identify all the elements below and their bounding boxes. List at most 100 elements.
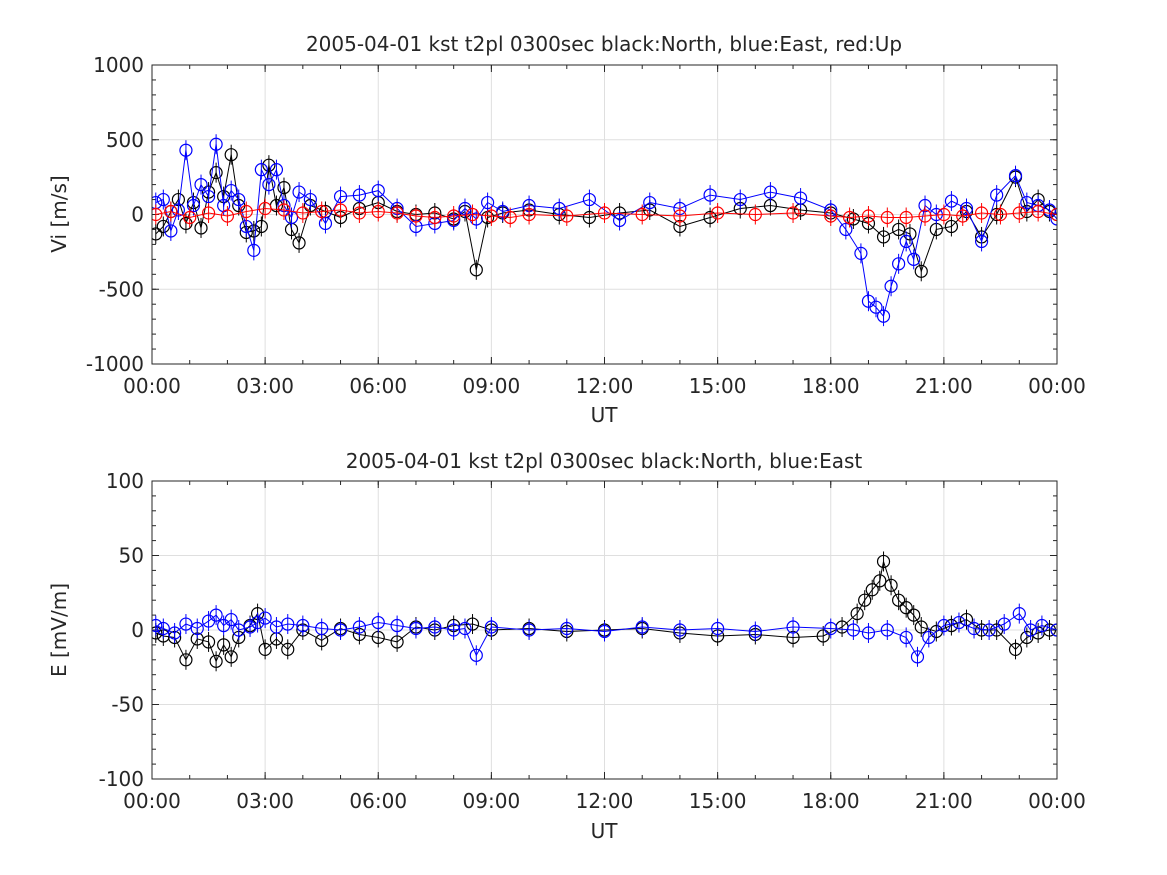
velocity-east-data-point	[292, 185, 306, 199]
velocity-up-data-point	[899, 210, 913, 225]
velocity-up-data-point	[239, 204, 253, 219]
electric-field-y-tick-label: 50	[119, 544, 144, 568]
velocity-north-data-point	[703, 210, 717, 225]
velocity-panel: 2005-04-01 kst t2pl 0300sec black:North,…	[47, 32, 1086, 427]
velocity-east-data-point	[171, 203, 185, 217]
electric-field-north-data-point	[1020, 630, 1034, 645]
electric-field-x-tick-label: 00:00	[1028, 789, 1086, 813]
velocity-east-data-point	[763, 185, 778, 199]
velocity-north-data-point	[944, 219, 959, 234]
velocity-x-tick-label: 00:00	[1028, 374, 1086, 398]
velocity-x-tick-label: 15:00	[689, 374, 747, 398]
electric-field-north-data-point	[816, 629, 830, 643]
electric-field-north-data-point	[899, 601, 913, 615]
velocity-up-data-point	[428, 210, 442, 225]
velocity-up-data-point	[296, 206, 310, 220]
velocity-x-axis-label: UT	[591, 403, 619, 427]
velocity-east-data-point	[733, 192, 747, 207]
velocity-east-data-point	[318, 216, 333, 231]
electric-field-north-data-point	[1008, 642, 1023, 656]
velocity-x-tick-label: 09:00	[463, 374, 521, 398]
velocity-up-data-point	[465, 207, 480, 222]
electric-field-east-data-point	[899, 630, 913, 645]
velocity-east-data-point	[156, 192, 170, 207]
electric-field-north-data-point	[217, 638, 231, 652]
velocity-east-data-point	[1008, 169, 1023, 183]
velocity-north-data-point	[194, 221, 208, 235]
velocity-north-data-point	[903, 227, 917, 241]
electric-field-north-data-point	[876, 554, 891, 569]
velocity-up-data-point	[635, 207, 649, 222]
velocity-up-data-point	[1031, 204, 1045, 219]
electric-field-north-data-point	[892, 593, 906, 607]
velocity-x-tick-label: 12:00	[576, 374, 634, 398]
electric-field-north-data-point	[873, 574, 887, 588]
velocity-north-data-point	[277, 180, 291, 195]
velocity-data-area	[152, 134, 1057, 327]
velocity-up-data-point	[843, 210, 857, 225]
velocity-east-data-point	[854, 246, 868, 260]
electric-field-east-data-point	[209, 608, 223, 622]
electric-field-east-data-point	[352, 620, 366, 634]
velocity-up-data-point	[333, 203, 348, 217]
velocity-east-data-point	[262, 178, 276, 192]
velocity-x-tick-label: 06:00	[349, 374, 407, 398]
electric-field-east-data-point	[469, 648, 483, 662]
velocity-east-data-point	[186, 198, 201, 213]
velocity-up-data-point	[560, 209, 574, 223]
electric-field-east-data-point	[967, 621, 981, 636]
velocity-north-data-point	[914, 264, 928, 278]
electric-field-chart-title: 2005-04-01 kst t2pl 0300sec black:North,…	[346, 449, 863, 473]
velocity-y-tick-label: -1000	[86, 352, 144, 376]
velocity-up-data-point	[352, 206, 366, 220]
velocity-north-data-point	[262, 158, 276, 172]
velocity-east-data-point	[352, 188, 366, 202]
electric-field-east-data-point	[1050, 623, 1057, 637]
electric-field-east-data-point	[152, 618, 163, 633]
electric-field-east-data-point	[243, 620, 257, 634]
velocity-up-data-point	[201, 206, 216, 220]
velocity-up-data-point	[371, 204, 385, 219]
velocity-up-data-point	[390, 206, 404, 220]
velocity-east-data-point	[839, 222, 853, 237]
velocity-east-data-point	[959, 201, 974, 216]
velocity-y-tick-label: 0	[131, 203, 144, 227]
electric-field-north-data-point	[258, 642, 272, 656]
velocity-up-data-point	[152, 207, 163, 222]
velocity-up-data-point	[220, 209, 235, 223]
velocity-north-data-point	[876, 230, 891, 244]
velocity-up-data-point	[597, 206, 612, 220]
electric-field-north-data-point	[224, 650, 238, 664]
velocity-up-data-point	[937, 207, 951, 222]
electric-field-north-data-point	[201, 635, 216, 649]
electric-field-east-data-point	[250, 615, 265, 630]
electric-field-east-data-point	[824, 621, 838, 636]
velocity-up-data-point	[711, 206, 725, 220]
electric-field-north-data-point	[281, 642, 295, 656]
velocity-north-data-point	[292, 236, 306, 250]
velocity-up-data-point	[258, 201, 272, 216]
electric-field-north-data-point	[914, 620, 928, 634]
velocity-up-data-point	[974, 206, 989, 220]
velocity-north-data-point	[224, 148, 238, 162]
electric-field-east-data-point	[522, 623, 536, 637]
velocity-east-data-point	[194, 178, 208, 192]
velocity-east-data-point	[892, 257, 906, 271]
electric-field-north-data-point	[390, 635, 404, 649]
electric-field-east-data-point	[922, 630, 936, 645]
velocity-east-data-point	[269, 163, 284, 177]
velocity-up-data-point	[315, 204, 329, 219]
electric-field-north-data-point	[465, 617, 480, 631]
electric-field-east-data-point	[179, 617, 193, 631]
electric-field-east-data-point	[458, 621, 472, 636]
velocity-up-data-point	[183, 210, 197, 225]
electric-field-x-tick-label: 06:00	[349, 789, 407, 813]
velocity-up-data-point	[993, 207, 1008, 222]
velocity-east-data-point	[582, 192, 597, 207]
electric-field-east-data-point	[880, 623, 894, 637]
velocity-east-data-point	[1050, 212, 1057, 226]
electric-field-panel: 2005-04-01 kst t2pl 0300sec black:North,…	[47, 449, 1086, 843]
velocity-east-data-point	[876, 309, 891, 323]
electric-field-x-tick-label: 15:00	[689, 789, 747, 813]
